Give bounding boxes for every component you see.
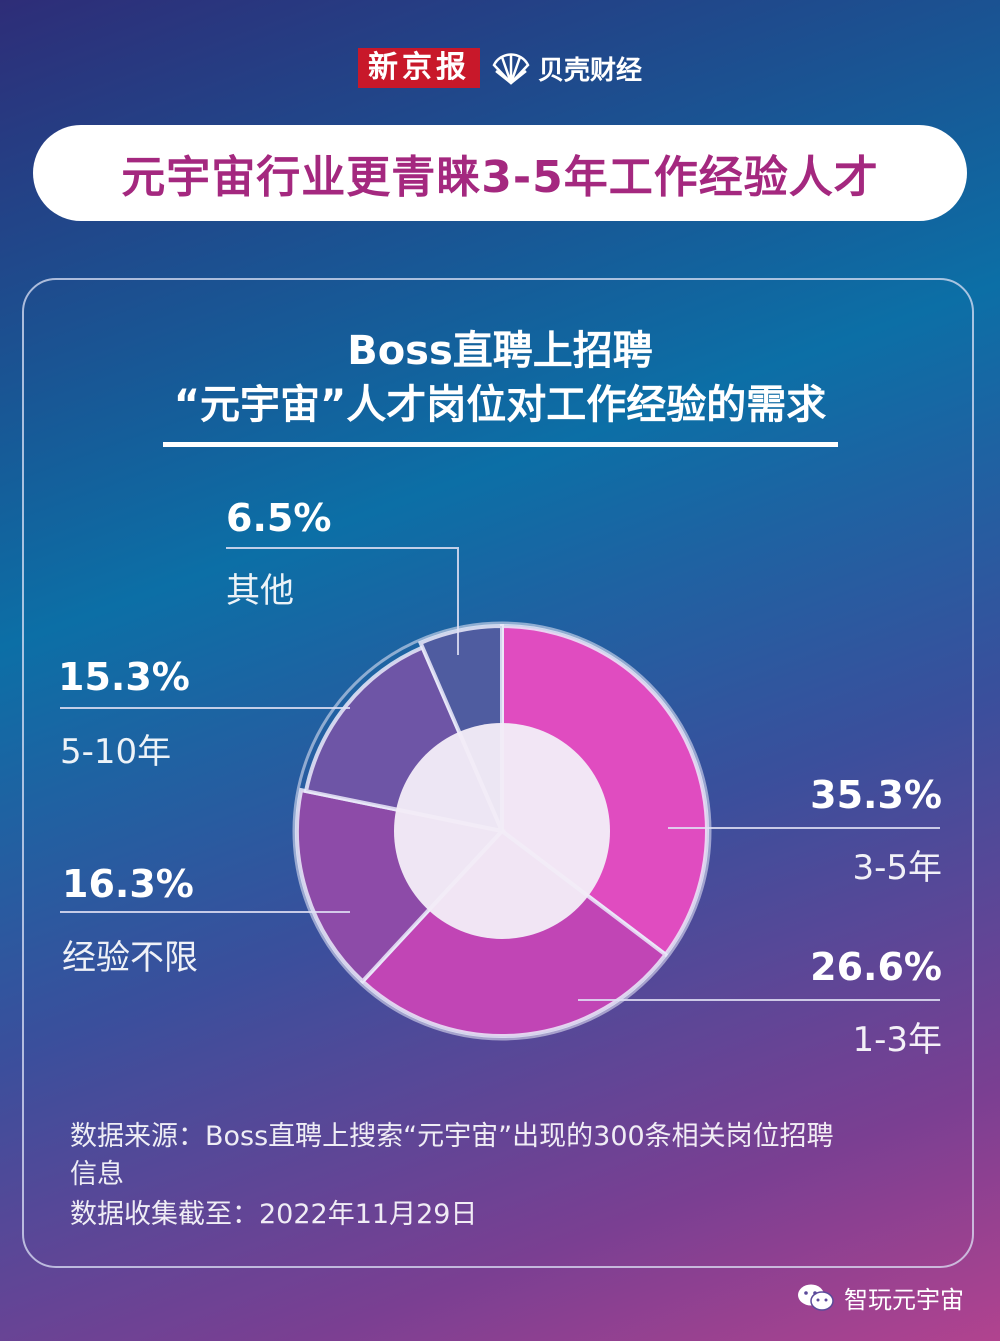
collection-date-note: 数据收集截至：2022年11月29日 — [70, 1199, 478, 1230]
title-divider — [163, 442, 838, 447]
xinjingbao-logo: 新京报 — [357, 48, 480, 88]
page-title: 元宇宙行业更青睐3-5年工作经验人才 — [121, 152, 879, 203]
chart-subtitle-line2: “元宇宙”人才岗位对工作经验的需求 — [173, 382, 827, 428]
pct-label-other: 6.5% — [226, 496, 332, 540]
donut-center — [394, 723, 610, 939]
beike-caijing-text: 贝壳财经 — [537, 55, 642, 86]
cat-label-other: 其他 — [226, 571, 294, 611]
source-note-line1: 数据来源：Boss直聘上搜索“元宇宙”出现的300条相关岗位招聘 — [70, 1121, 834, 1152]
wechat-icon — [798, 1284, 834, 1311]
beike-caijing-logo: 贝壳财经 — [490, 50, 642, 87]
pct-label-5-10: 15.3% — [58, 655, 190, 699]
title-banner: 元宇宙行业更青睐3-5年工作经验人才 — [33, 125, 967, 221]
pct-label-1-3: 26.6% — [810, 945, 942, 989]
chart-panel — [22, 278, 974, 1268]
cat-label-3-5: 3-5年 — [852, 848, 942, 888]
footer-account: 智玩元宇宙 — [796, 1280, 964, 1315]
cat-label-1-3: 1-3年 — [852, 1020, 942, 1060]
pct-label-unlimited: 16.3% — [62, 862, 194, 906]
cat-label-5-10: 5-10年 — [60, 732, 172, 772]
donut-outer-ring — [292, 621, 712, 1041]
brand-row: 新京报 贝壳财经 — [0, 48, 1000, 88]
slice-3-5 — [500, 623, 709, 958]
cat-label-unlimited: 经验不限 — [62, 938, 198, 978]
source-note-line2: 信息 — [70, 1159, 124, 1190]
shell-icon — [492, 53, 530, 85]
footer-account-name: 智玩元宇宙 — [844, 1286, 964, 1314]
pct-label-3-5: 35.3% — [810, 773, 942, 817]
leader-line-other — [226, 547, 459, 655]
chart-subtitle-line1: Boss直聘上招聘 — [347, 328, 653, 374]
